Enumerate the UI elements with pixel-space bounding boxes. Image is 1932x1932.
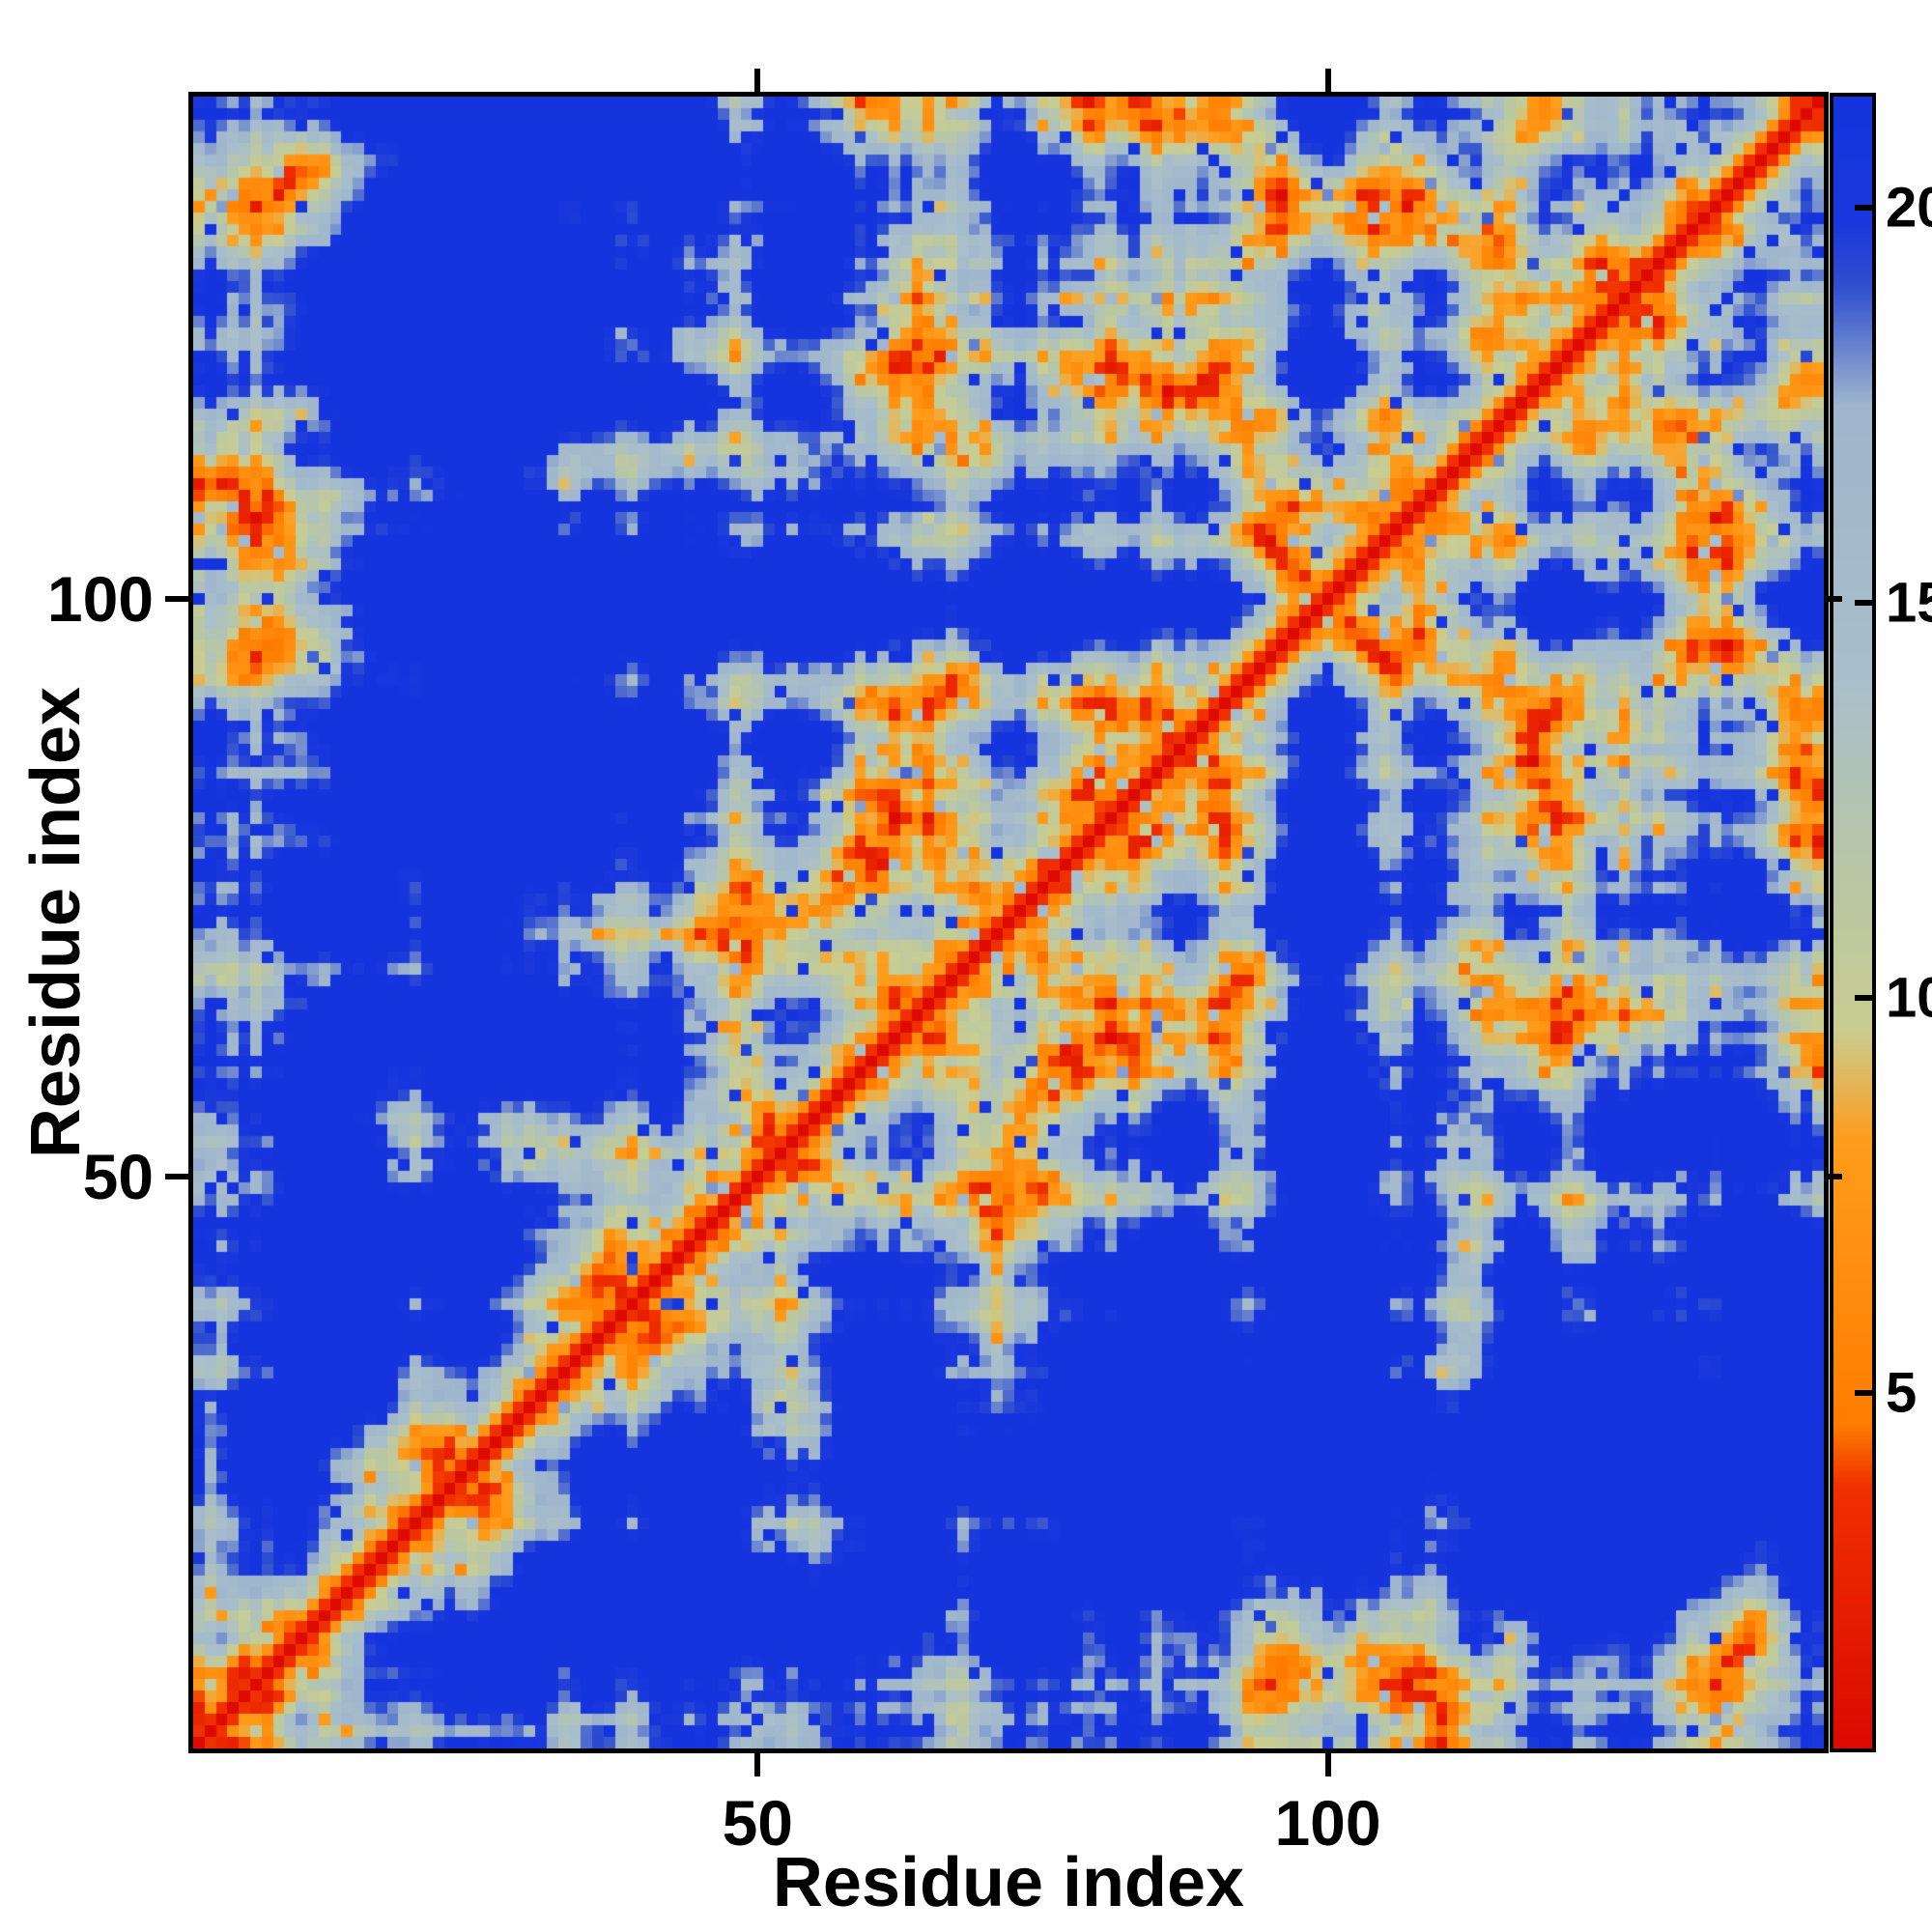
y-tick-label-50: 50 — [82, 1141, 154, 1213]
y-axis-tick-right-100 — [1829, 596, 1842, 603]
x-axis-tick-bottom-50 — [754, 1753, 761, 1776]
colorbar-canvas — [1833, 97, 1872, 1748]
y-axis-label: Residue index — [17, 686, 95, 1159]
colorbar-tick-label-20: 20 — [1886, 176, 1932, 240]
y-axis-tick-left-50 — [165, 1174, 188, 1180]
y-tick-label-100: 100 — [46, 563, 154, 636]
colorbar-tick-10 — [1855, 994, 1876, 1001]
x-axis-tick-top-50 — [754, 69, 761, 92]
x-tick-label-50: 50 — [722, 1787, 794, 1859]
colorbar-tick-label-5: 5 — [1886, 1361, 1918, 1425]
colorbar-tick-label-10: 10 — [1886, 966, 1932, 1030]
colorbar-tick-20 — [1855, 204, 1876, 211]
y-axis-tick-left-100 — [165, 596, 188, 603]
x-axis-label: Residue index — [772, 1844, 1245, 1921]
colorbar-tick-15 — [1855, 599, 1876, 606]
colorbar-tick-5 — [1855, 1389, 1876, 1396]
x-tick-label-100: 100 — [1274, 1787, 1381, 1859]
colorbar-tick-label-15: 15 — [1886, 571, 1932, 635]
y-axis-tick-right-50 — [1829, 1174, 1842, 1180]
x-axis-tick-top-100 — [1324, 69, 1331, 92]
x-axis-tick-bottom-100 — [1324, 1753, 1331, 1776]
heatmap-canvas — [193, 97, 1824, 1748]
